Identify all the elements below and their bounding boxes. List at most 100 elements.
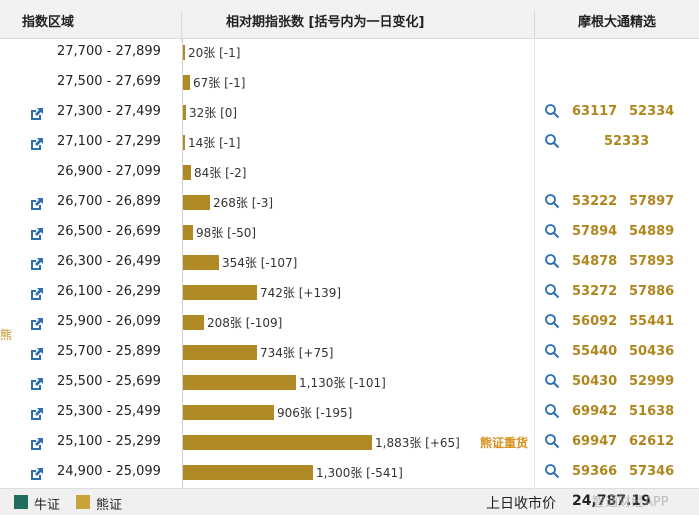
warrant-code-link[interactable]: 56092 [572,314,618,329]
warrant-code-link[interactable]: 57893 [629,254,675,269]
warrant-code-link[interactable]: 53222 [572,194,618,209]
search-icon[interactable] [544,283,560,299]
external-link-icon[interactable] [30,376,44,390]
count-label: 734张 [+75] [260,346,334,360]
header-count: 相对期指张数 [括号内为一日变化] [226,15,425,30]
table-row: 27,100 - 27,299 14张 [-1] 52333 [0,128,699,158]
table-row: 26,300 - 26,499 354张 [-107] 54878 57893 [0,248,699,278]
legend-footer: 牛证 熊证 上日收市价 24,787.19 智通财经APP [0,488,699,515]
warrant-code-link[interactable]: 50436 [629,344,675,359]
warrant-code-link[interactable]: 55440 [572,344,618,359]
count-label: 1,130张 [-101] [299,376,386,390]
table-row: 25,300 - 25,499 906张 [-195] 69942 51638 [0,398,699,428]
external-link-icon[interactable] [30,466,44,480]
warrant-code-link[interactable]: 52333 [604,134,650,149]
count-bar [183,195,210,210]
external-link-icon[interactable] [30,436,44,450]
zone-label: 熊证重货 [480,436,529,450]
table-header: 指数区域 相对期指张数 [括号内为一日变化] 摩根大通精选 [0,0,699,41]
warrant-code-link[interactable]: 57894 [572,224,618,239]
warrant-code-link[interactable]: 57346 [629,464,675,479]
table-row: 25,500 - 25,699 1,130张 [-101] 50430 52999 [0,368,699,398]
warrant-code-link[interactable]: 52334 [629,104,675,119]
header-divider [181,11,182,41]
external-link-icon[interactable] [30,226,44,240]
table-row: 27,300 - 27,499 32张 [0] 63117 52334 [0,98,699,128]
range-label: 25,300 - 25,499 [57,404,161,419]
count-bar [183,285,257,300]
count-label: 98张 [-50] [196,226,257,240]
search-icon[interactable] [544,253,560,269]
count-label: 20张 [-1] [188,46,241,60]
external-link-icon[interactable] [30,286,44,300]
count-label: 1,883张 [+65] [375,436,460,450]
count-bar [183,435,372,450]
table-row: 26,500 - 26,699 98张 [-50] 57894 54889 [0,218,699,248]
side-bear-label: 熊 [0,328,13,342]
bull-legend-label: 牛证 [34,498,61,513]
table-row: 26,700 - 26,899 268张 [-3] 53222 57897 [0,188,699,218]
header-range: 指数区域 [22,15,75,30]
count-label: 32张 [0] [189,106,238,120]
warrant-code-link[interactable]: 54889 [629,224,675,239]
search-icon[interactable] [544,403,560,419]
warrant-code-link[interactable]: 63117 [572,104,618,119]
range-label: 27,500 - 27,699 [57,74,161,89]
search-icon[interactable] [544,433,560,449]
count-label: 14张 [-1] [188,136,241,150]
warrant-code-link[interactable]: 57897 [629,194,675,209]
count-bar [183,465,313,480]
count-bar [183,405,274,420]
search-icon[interactable] [544,313,560,329]
count-bar [183,105,186,120]
prev-close-value: 24,787.19 [572,493,651,509]
search-icon[interactable] [544,343,560,359]
count-label: 268张 [-3] [213,196,274,210]
bull-legend-swatch [14,495,28,509]
search-icon[interactable] [544,463,560,479]
table-row: 27,700 - 27,899 20张 [-1] [0,38,699,68]
search-icon[interactable] [544,373,560,389]
external-link-icon[interactable] [30,316,44,330]
warrant-code-link[interactable]: 51638 [629,404,675,419]
search-icon[interactable] [544,133,560,149]
warrant-code-link[interactable]: 62612 [629,434,675,449]
count-label: 354张 [-107] [222,256,298,270]
warrant-code-link[interactable]: 59366 [572,464,618,479]
count-label: 906张 [-195] [277,406,353,420]
range-label: 25,700 - 25,899 [57,344,161,359]
table-row: 27,500 - 27,699 67张 [-1] [0,68,699,98]
count-bar [183,45,185,60]
search-icon[interactable] [544,223,560,239]
count-bar [183,165,191,180]
table-row: 25,900 - 26,099 208张 [-109] 56092 55441 [0,308,699,338]
external-link-icon[interactable] [30,136,44,150]
warrant-code-link[interactable]: 55441 [629,314,675,329]
count-label: 742张 [+139] [260,286,342,300]
range-label: 27,100 - 27,299 [57,134,161,149]
range-label: 26,500 - 26,699 [57,224,161,239]
external-link-icon[interactable] [30,346,44,360]
external-link-icon[interactable] [30,256,44,270]
warrant-code-link[interactable]: 57886 [629,284,675,299]
count-label: 1,300张 [-541] [316,466,403,480]
warrant-code-link[interactable]: 69942 [572,404,618,419]
warrant-code-link[interactable]: 53272 [572,284,618,299]
count-bar [183,345,257,360]
count-bar [183,135,185,150]
warrant-code-link[interactable]: 50430 [572,374,618,389]
warrant-code-link[interactable]: 54878 [572,254,618,269]
search-icon[interactable] [544,193,560,209]
table-row: 26,100 - 26,299 742张 [+139] 53272 57886 [0,278,699,308]
count-bar [183,255,219,270]
warrant-code-link[interactable]: 69947 [572,434,618,449]
count-label: 67张 [-1] [193,76,246,90]
table-row: 25,100 - 25,299 1,883张 [+65] 熊证重货 69947 6261… [0,428,699,458]
prev-close-label: 上日收市价 [486,496,556,512]
external-link-icon[interactable] [30,406,44,420]
external-link-icon[interactable] [30,196,44,210]
warrant-code-link[interactable]: 52999 [629,374,675,389]
bear-legend-swatch [76,495,90,509]
search-icon[interactable] [544,103,560,119]
external-link-icon[interactable] [30,106,44,120]
